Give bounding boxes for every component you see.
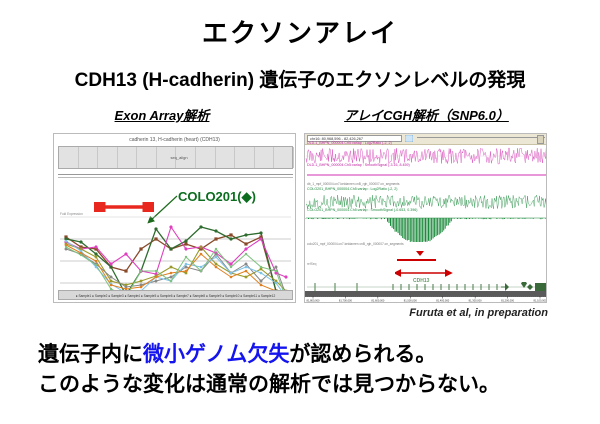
svg-text:81,400,000: 81,400,000 [436, 299, 450, 303]
svg-text:81,200,000: 81,200,000 [501, 299, 515, 303]
svg-text:81,300,000: 81,300,000 [469, 299, 483, 303]
svg-text:81,800,000: 81,800,000 [307, 299, 321, 303]
svg-text:81,100,000: 81,100,000 [534, 299, 547, 303]
svg-text:Fold Expression: Fold Expression [60, 212, 83, 216]
svg-text:81,500,000: 81,500,000 [404, 299, 418, 303]
svg-text:81,700,000: 81,700,000 [339, 299, 353, 303]
svg-text:81,600,000: 81,600,000 [371, 299, 385, 303]
